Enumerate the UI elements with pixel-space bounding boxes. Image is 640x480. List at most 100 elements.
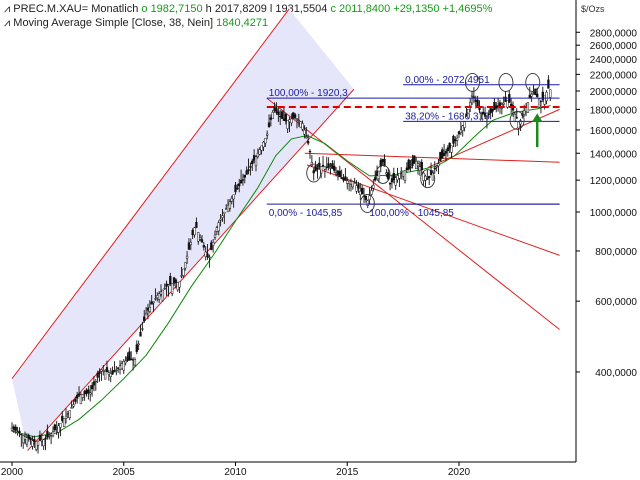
highlight-circle-marker bbox=[525, 73, 541, 92]
price-bar-body bbox=[63, 418, 66, 428]
price-bar-body bbox=[120, 363, 124, 370]
moving-average-line bbox=[11, 105, 551, 438]
price-bar-body bbox=[280, 111, 284, 119]
price-bar-body bbox=[418, 166, 422, 171]
price-bar-body bbox=[225, 208, 228, 210]
y-tick-label: 400,0000 bbox=[595, 368, 637, 379]
ma-params: [Close, 38, Nein] bbox=[131, 17, 214, 29]
low-prefix: l bbox=[269, 3, 273, 15]
price-bar-body bbox=[251, 160, 254, 165]
price-bar-body bbox=[198, 237, 202, 240]
price-bar-body bbox=[115, 369, 118, 371]
price-bar-body bbox=[543, 95, 546, 105]
price-bar-body bbox=[184, 262, 187, 269]
price-bar-body bbox=[299, 121, 302, 128]
price-bar-body bbox=[271, 112, 274, 119]
price-bar-body bbox=[409, 166, 412, 169]
price-bar-body bbox=[100, 369, 103, 372]
price-bar-body bbox=[143, 316, 146, 322]
y-tick-label: 2600,0000 bbox=[590, 41, 638, 52]
price-bar-body bbox=[495, 105, 498, 109]
price-bar-body bbox=[537, 98, 541, 108]
price-bar-body bbox=[450, 145, 453, 153]
price-bar-body bbox=[308, 150, 312, 153]
price-bar-body bbox=[323, 166, 327, 170]
x-tick-label: 2015 bbox=[336, 467, 359, 478]
price-bar-body bbox=[262, 141, 265, 148]
ma-name: Moving Average Simple bbox=[13, 17, 129, 29]
fib-level-label: 0,00% - 1045,85 bbox=[269, 208, 343, 219]
price-bar-body bbox=[388, 182, 392, 185]
trend-line-downtrend bbox=[306, 164, 560, 256]
price-bar-body bbox=[463, 121, 466, 128]
price-bar-body bbox=[152, 301, 155, 304]
price-bar-body bbox=[98, 371, 101, 374]
price-bar-body bbox=[351, 181, 354, 188]
highlight-circle-marker bbox=[359, 194, 375, 213]
price-bar-body bbox=[284, 113, 287, 122]
price-bar-body bbox=[254, 156, 258, 167]
price-bar-body bbox=[491, 108, 494, 112]
x-tick-label: 2010 bbox=[224, 467, 247, 478]
price-bar-body bbox=[334, 172, 338, 175]
price-bar-body bbox=[18, 430, 21, 434]
price-bar-body bbox=[46, 430, 49, 438]
price-bar-body bbox=[77, 393, 81, 396]
price-bar-body bbox=[377, 170, 381, 180]
price-bar-body bbox=[530, 94, 533, 97]
price-bar-body bbox=[523, 110, 526, 115]
price-bar-body bbox=[238, 183, 241, 187]
price-bar-body bbox=[89, 392, 92, 395]
price-bar-body bbox=[139, 331, 142, 337]
fib-level-label: 38,20% - 1680,316 bbox=[405, 111, 490, 122]
price-bar-body bbox=[72, 404, 75, 407]
price-bar-body bbox=[470, 94, 474, 97]
price-bar-body bbox=[79, 394, 83, 405]
price-bar-body bbox=[347, 180, 351, 185]
price-bar-body bbox=[435, 165, 438, 168]
price-bar-body bbox=[210, 242, 213, 250]
price-bar-body bbox=[286, 120, 289, 129]
price-bar-body bbox=[267, 122, 271, 128]
price-bar-body bbox=[38, 434, 42, 441]
price-bar-body bbox=[368, 195, 371, 201]
price-bar-body bbox=[273, 106, 276, 111]
price-bar-body bbox=[539, 100, 543, 102]
price-bar-body bbox=[303, 129, 306, 135]
price-bar-body bbox=[258, 149, 261, 155]
high-value: 2017,8209 bbox=[214, 3, 267, 15]
price-bar-body bbox=[128, 351, 131, 361]
price-bar-body bbox=[333, 165, 336, 171]
price-bar-body bbox=[49, 433, 53, 436]
y-tick-label: 1200,0000 bbox=[590, 176, 638, 187]
price-bar-body bbox=[545, 91, 548, 102]
price-bar-body bbox=[85, 389, 88, 394]
price-bar-body bbox=[411, 158, 414, 167]
price-bar-body bbox=[519, 120, 522, 125]
price-bar-body bbox=[137, 343, 140, 346]
price-bar-body bbox=[428, 175, 431, 179]
price-bar-body bbox=[366, 200, 369, 206]
price-bar-body bbox=[383, 158, 386, 167]
price-bar-body bbox=[293, 114, 297, 118]
price-bar-body bbox=[407, 159, 410, 170]
symbol-icon: ⩘ bbox=[4, 3, 11, 15]
y-tick-label: 1400,0000 bbox=[590, 149, 638, 160]
price-bar-body bbox=[94, 381, 97, 383]
price-bar-body bbox=[221, 215, 224, 218]
price-bar-body bbox=[536, 93, 539, 98]
price-bar-body bbox=[355, 185, 358, 192]
price-bar-body bbox=[42, 439, 45, 447]
x-tick-label: 2000 bbox=[1, 467, 24, 478]
price-bar-body bbox=[472, 96, 476, 98]
price-bar-body bbox=[150, 301, 153, 305]
price-bar-body bbox=[122, 361, 125, 371]
price-bar-body bbox=[57, 425, 60, 433]
price-bar-body bbox=[420, 161, 423, 171]
price-bar-body bbox=[493, 101, 496, 110]
price-bar-body bbox=[437, 163, 440, 167]
y-tick-label: 2000,0000 bbox=[590, 87, 638, 98]
price-bar-body bbox=[64, 415, 68, 419]
price-bar-body bbox=[297, 119, 300, 122]
